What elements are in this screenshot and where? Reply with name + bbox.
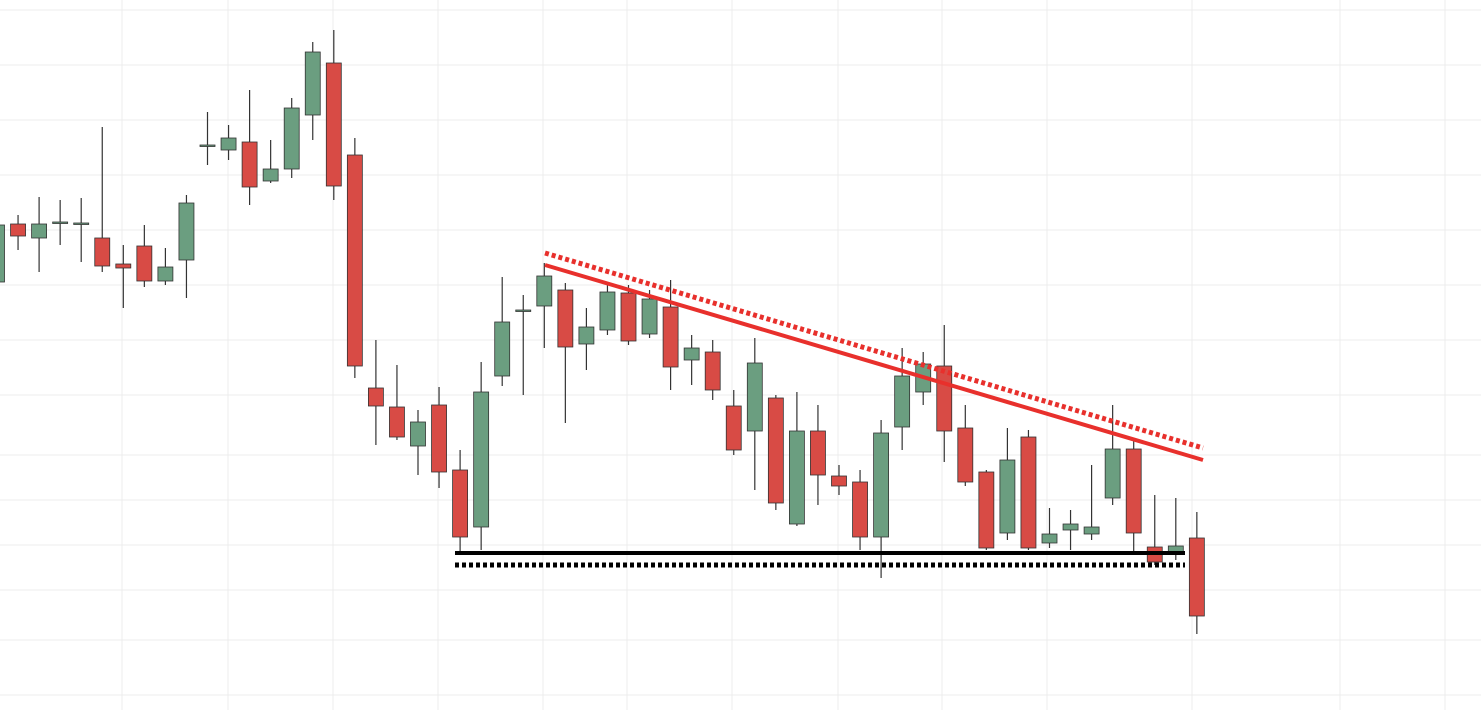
candle-body [431,404,447,473]
candle-body [810,430,826,476]
candle-body [1020,436,1037,549]
candle-body [852,481,868,538]
candle-body [220,137,237,151]
candle-body [410,421,426,447]
candle-body [641,298,658,335]
candle-body [1125,448,1142,534]
candle-body [746,362,763,432]
candle-body [241,141,258,188]
candle-body [325,62,342,187]
candle-body [178,202,195,261]
candle-body [0,224,5,283]
candle-body [1083,526,1100,535]
candle-body [115,263,132,269]
trend-lines [455,250,1204,568]
candle-body [831,475,847,487]
candle-body [136,245,153,282]
candle-body [599,291,616,331]
candle-body [662,306,679,368]
candle-body [52,221,69,224]
candle-body [894,375,911,428]
candle-body [557,289,574,348]
candle-body [94,237,111,267]
candle-body [389,406,405,438]
candle-body [1104,448,1121,499]
resistance-dotted [544,250,1204,451]
candle-body [683,347,700,361]
candle-body [452,469,469,538]
candle-body [515,309,532,312]
candle-body [957,427,974,483]
candle-body [936,365,953,432]
candle-body [789,430,805,525]
candle-body [283,107,300,170]
candle-body [304,51,321,116]
candle-body [10,223,26,237]
candle-body [367,387,384,407]
candle-body [157,266,174,282]
candles [0,30,1205,634]
candle-body [346,154,363,367]
candle-body [1188,537,1205,617]
candle-body [1062,523,1079,531]
candle-body [978,471,995,549]
candle-body [620,292,637,342]
candle-body [536,275,553,307]
candle-body [578,326,595,345]
candle-body [873,432,889,538]
candle-body [473,391,490,528]
candle-body [199,144,216,147]
candle-body [704,351,721,391]
candle-body [73,222,90,225]
candle-body [767,397,784,504]
resistance-line [544,263,1204,462]
candle-body [725,405,742,451]
candle-body [494,321,511,377]
candle-body [31,223,48,239]
candle-body [999,459,1016,534]
candle-body [262,168,279,182]
candle-body [1041,533,1058,544]
